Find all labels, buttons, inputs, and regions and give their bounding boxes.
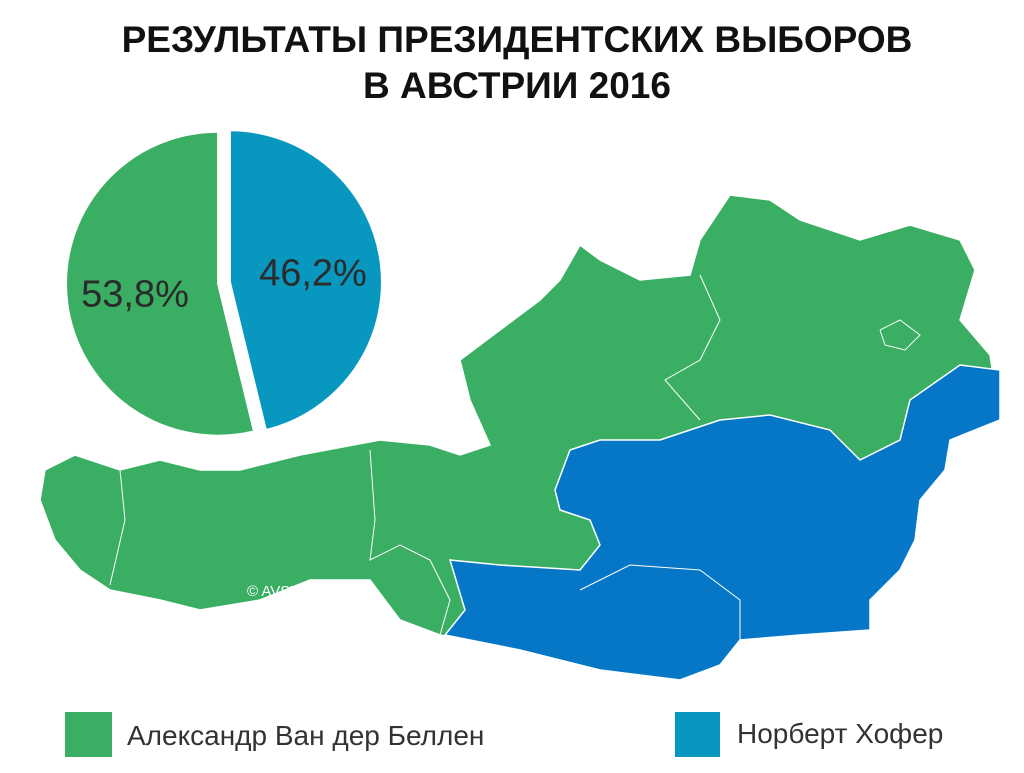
value-label: 53,8% <box>81 274 189 316</box>
legend-swatch <box>65 712 112 757</box>
watermark: © AVSTRIJA.AT <box>247 583 354 600</box>
map: © AVSTRIJA.AT <box>39 194 1001 681</box>
legend-label: Норберт Хофер <box>737 718 943 749</box>
value-label: 46,2% <box>259 252 367 294</box>
title-line: В АВСТРИИ 2016 <box>363 65 671 106</box>
map-border <box>664 274 721 421</box>
legend-label: Александр Ван дер Беллен <box>127 720 484 751</box>
pie: 53,8% 46,2% <box>65 129 383 437</box>
map-border <box>109 469 126 586</box>
pie-slice <box>228 129 383 432</box>
pie-slice <box>65 130 256 437</box>
map-border <box>879 319 921 351</box>
title-line: РЕЗУЛЬТАТЫ ПРЕЗИДЕНТСКИХ ВЫБОРОВ <box>122 19 913 60</box>
map-border <box>369 449 451 636</box>
legend-swatch <box>675 712 720 757</box>
map-region-blue <box>443 364 1001 681</box>
map-border <box>579 564 741 640</box>
